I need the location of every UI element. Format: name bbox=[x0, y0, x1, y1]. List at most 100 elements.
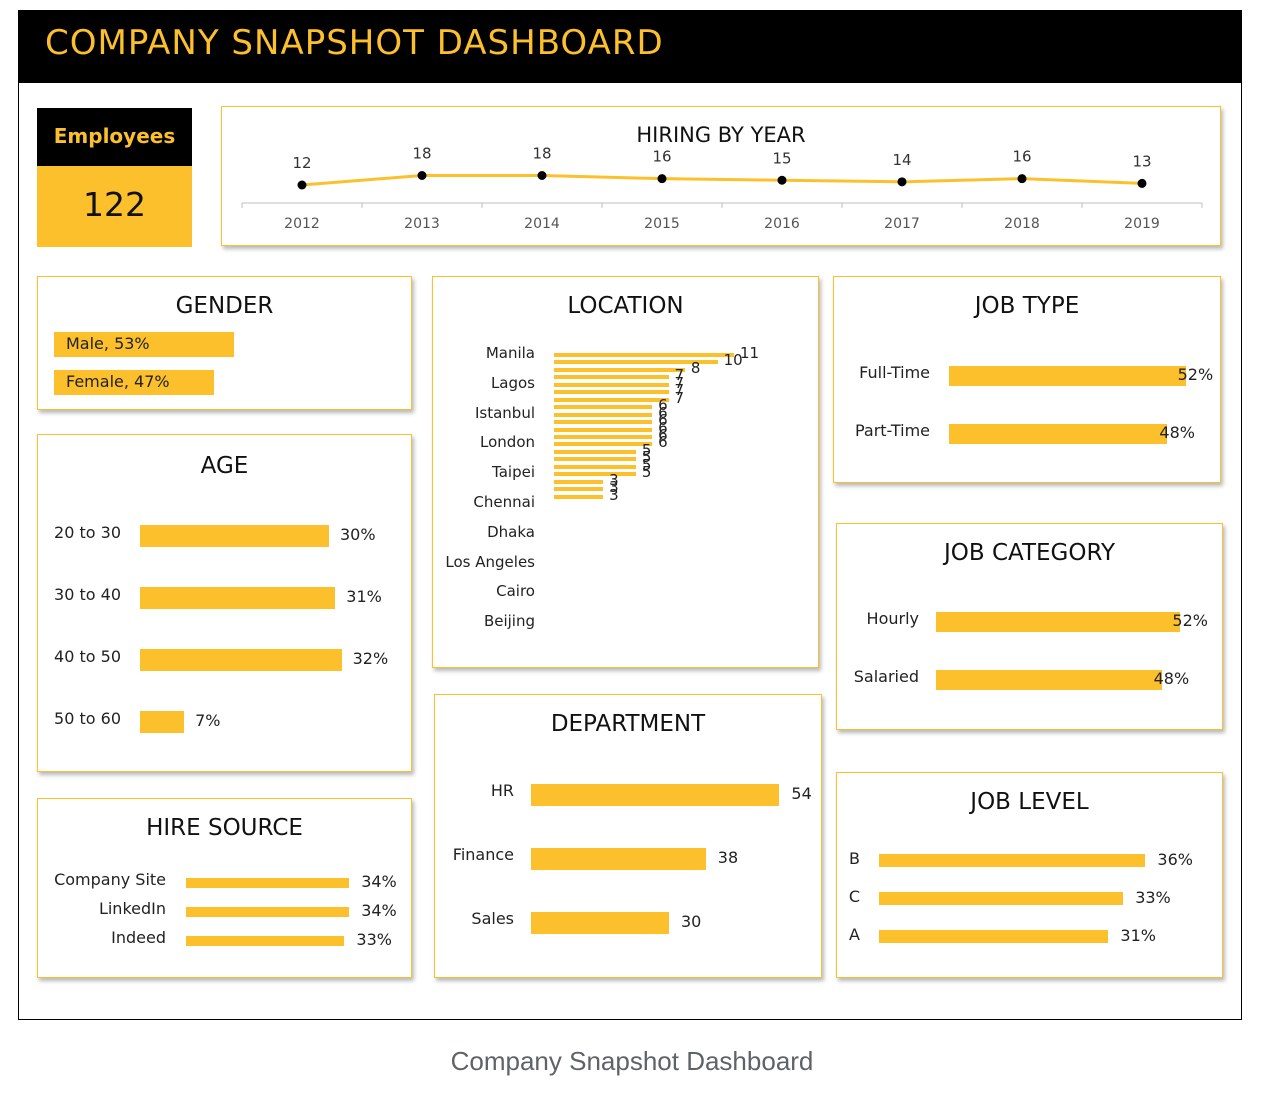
hire-source-title: HIRE SOURCE bbox=[146, 815, 303, 841]
hire-source-value-label: 33% bbox=[356, 930, 392, 949]
job-type-value-label: 52% bbox=[1177, 365, 1214, 384]
department-bar bbox=[531, 912, 669, 934]
hiring-year-tick-label: 2019 bbox=[1124, 216, 1160, 232]
department-bar bbox=[531, 784, 780, 806]
location-panel: LOCATION 11 10 8 7 7 7 7 6 6 6 6 6 6 5 5 5 5 3 3 3 Manila Lag… bbox=[432, 276, 819, 668]
location-value-label: 5 bbox=[641, 455, 652, 474]
location-bar bbox=[554, 487, 604, 492]
location-value-label: 5 bbox=[641, 448, 652, 467]
hiring-year-tick-label: 2018 bbox=[1004, 216, 1040, 232]
location-category-label: Los Angeles bbox=[445, 552, 535, 571]
title-banner: COMPANY SNAPSHOT DASHBOARD bbox=[19, 11, 1241, 83]
hiring-line-chart: 12 2012 18 2013 18 2014 16 2015 15 2016 14 2017 16 20… bbox=[241, 145, 1203, 232]
gender-bar-label: Male, 53% bbox=[66, 334, 150, 353]
hiring-data-label: 13 bbox=[1132, 152, 1151, 170]
age-category-label: 20 to 30 bbox=[54, 523, 121, 542]
location-category-label: Beijing bbox=[483, 612, 535, 631]
location-value-label: 7 bbox=[674, 373, 685, 392]
age-value-label: 30% bbox=[340, 525, 376, 544]
hiring-data-label: 18 bbox=[532, 145, 551, 163]
location-value-label: 7 bbox=[674, 381, 685, 400]
location-value-label: 3 bbox=[609, 485, 619, 504]
job-type-title: JOB TYPE bbox=[974, 293, 1080, 319]
location-bar bbox=[554, 367, 685, 372]
location-category-label: Istanbul bbox=[474, 403, 535, 422]
location-value-label: 6 bbox=[658, 403, 668, 422]
location-bar bbox=[554, 494, 604, 499]
figure-caption: Company Snapshot Dashboard bbox=[450, 1046, 814, 1076]
location-category-label: Chennai bbox=[473, 493, 535, 511]
job-type-category-label: Full-Time bbox=[859, 363, 930, 382]
job-type-bar bbox=[949, 424, 1168, 444]
department-category-label: HR bbox=[490, 781, 514, 800]
hire-source-value-label: 34% bbox=[361, 872, 397, 891]
age-bar bbox=[140, 525, 329, 547]
job-category-panel: JOB CATEGORY Hourly 52% Salaried 48% bbox=[836, 523, 1223, 730]
hire-source-panel: HIRE SOURCE Company Site 34% LinkedIn 34% In… bbox=[37, 798, 412, 978]
location-bar bbox=[554, 457, 636, 462]
job-type-value-label: 48% bbox=[1159, 423, 1195, 442]
hiring-data-label: 15 bbox=[772, 149, 791, 167]
location-value-label: 11 bbox=[740, 344, 760, 362]
hiring-point bbox=[297, 180, 307, 190]
location-value-label: 6 bbox=[658, 425, 668, 444]
job-level-bar bbox=[879, 930, 1109, 943]
location-title: LOCATION bbox=[567, 293, 684, 319]
location-bar bbox=[554, 442, 653, 447]
job-level-value-label: 36% bbox=[1157, 850, 1193, 869]
hiring-data-label: 16 bbox=[1012, 148, 1031, 166]
location-bar bbox=[554, 420, 653, 425]
age-title: AGE bbox=[200, 453, 249, 479]
hire-source-value-label: 34% bbox=[361, 901, 397, 920]
age-category-label: 40 to 50 bbox=[54, 647, 121, 666]
location-value-label: 10 bbox=[723, 351, 743, 370]
hire-source-category-label: Company Site bbox=[54, 870, 166, 889]
job-level-category-label: A bbox=[849, 925, 860, 944]
gender-bar: Female, 47% bbox=[54, 370, 214, 395]
hire-source-category-label: Indeed bbox=[111, 928, 166, 947]
age-bar bbox=[140, 649, 342, 671]
location-value-label: 3 bbox=[609, 478, 619, 497]
gender-title: GENDER bbox=[175, 293, 274, 319]
hiring-year-tick-label: 2017 bbox=[884, 216, 920, 232]
job-category-bar bbox=[936, 670, 1162, 690]
employees-kpi-value: 122 bbox=[37, 166, 192, 247]
location-category-label: Lagos bbox=[490, 373, 535, 392]
location-value-label: 6 bbox=[658, 433, 668, 452]
job-level-category-label: B bbox=[849, 849, 860, 868]
location-category-label: Taipei bbox=[492, 463, 535, 482]
location-value-label: 7 bbox=[674, 388, 685, 407]
location-bar bbox=[554, 405, 653, 410]
job-level-bar bbox=[879, 854, 1146, 867]
department-value-label: 30 bbox=[681, 912, 702, 931]
job-level-panel: JOB LEVEL B 36% C 33% A 31% bbox=[836, 772, 1223, 978]
location-bar bbox=[554, 479, 604, 484]
hiring-by-year-panel: HIRING BY YEAR 12 2012 18 2013 18 2014 16 2015 1… bbox=[221, 106, 1221, 246]
location-bar bbox=[554, 464, 636, 469]
job-level-value-label: 31% bbox=[1120, 926, 1156, 945]
location-category-label: Dhaka bbox=[487, 522, 535, 541]
age-bar bbox=[140, 711, 185, 733]
location-bar bbox=[554, 375, 669, 380]
hiring-line bbox=[301, 174, 1143, 187]
hiring-point bbox=[897, 177, 907, 187]
location-category-label: London bbox=[480, 433, 535, 452]
hiring-point bbox=[657, 174, 667, 184]
employees-kpi-label: Employees bbox=[37, 108, 192, 166]
hiring-point bbox=[1137, 178, 1147, 188]
job-category-category-label: Hourly bbox=[866, 609, 919, 628]
job-level-value-label: 33% bbox=[1135, 888, 1171, 907]
hiring-by-year-title: HIRING BY YEAR bbox=[636, 123, 806, 147]
hiring-data-label: 14 bbox=[892, 151, 911, 169]
dashboard-title: COMPANY SNAPSHOT DASHBOARD bbox=[45, 23, 664, 63]
location-value-label: 5 bbox=[641, 463, 652, 482]
hire-source-category-label: LinkedIn bbox=[98, 899, 166, 918]
location-bar bbox=[554, 353, 734, 357]
gender-panel: GENDER Male, 53% Female, 47% bbox=[37, 276, 412, 410]
department-value-label: 38 bbox=[717, 848, 739, 867]
age-value-label: 31% bbox=[346, 587, 382, 606]
age-panel: AGE 20 to 30 30% 30 to 40 31% 40 to 50 32% 50 … bbox=[37, 434, 412, 772]
location-bar bbox=[554, 360, 718, 365]
gender-bar: Male, 53% bbox=[54, 332, 234, 357]
hiring-point bbox=[777, 175, 787, 185]
